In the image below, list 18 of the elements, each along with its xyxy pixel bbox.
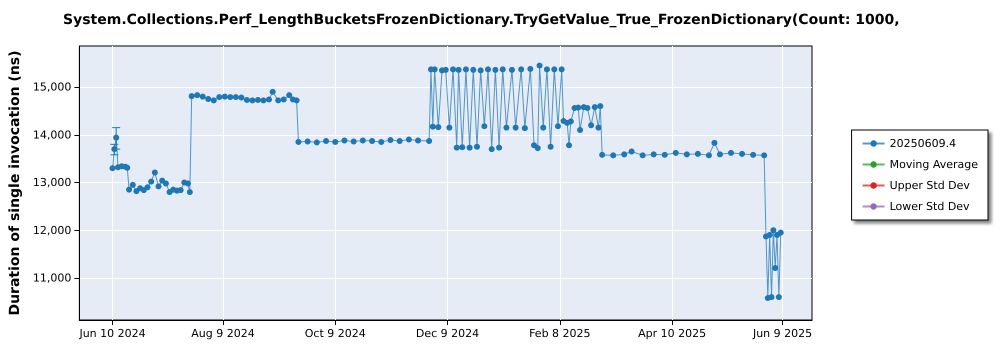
y-tick-label: 14,000 bbox=[32, 128, 72, 142]
x-tick-label: Aug 9 2024 bbox=[191, 327, 255, 340]
legend-label: 20250609.4 bbox=[890, 137, 956, 150]
y-tick-label: 11,000 bbox=[32, 271, 72, 284]
x-tick-label: Oct 9 2024 bbox=[304, 327, 366, 340]
legend-label: Upper Std Dev bbox=[890, 179, 970, 192]
x-tick-label: Feb 8 2025 bbox=[529, 327, 591, 340]
x-tick-label: Jun 10 2024 bbox=[78, 327, 146, 340]
y-tick-label: 15,000 bbox=[32, 80, 72, 94]
x-tick-label: Jun 9 2025 bbox=[752, 327, 812, 340]
legend-label: Moving Average bbox=[890, 158, 978, 171]
chart-title: System.Collections.Perf_LengthBucketsFrozenDictionary.TryGetValue_True_FrozenDictionary(Count: 1000, bbox=[63, 12, 900, 28]
y-tick-label: 12,000 bbox=[32, 224, 72, 237]
x-tick-label: Dec 9 2024 bbox=[416, 327, 480, 340]
y-tick-label: 13,000 bbox=[32, 176, 72, 190]
x-tick-label: Apr 10 2025 bbox=[638, 327, 706, 340]
y-axis-title: Duration of single invocation (ns) bbox=[7, 50, 23, 316]
legend-label: Lower Std Dev bbox=[890, 200, 970, 213]
